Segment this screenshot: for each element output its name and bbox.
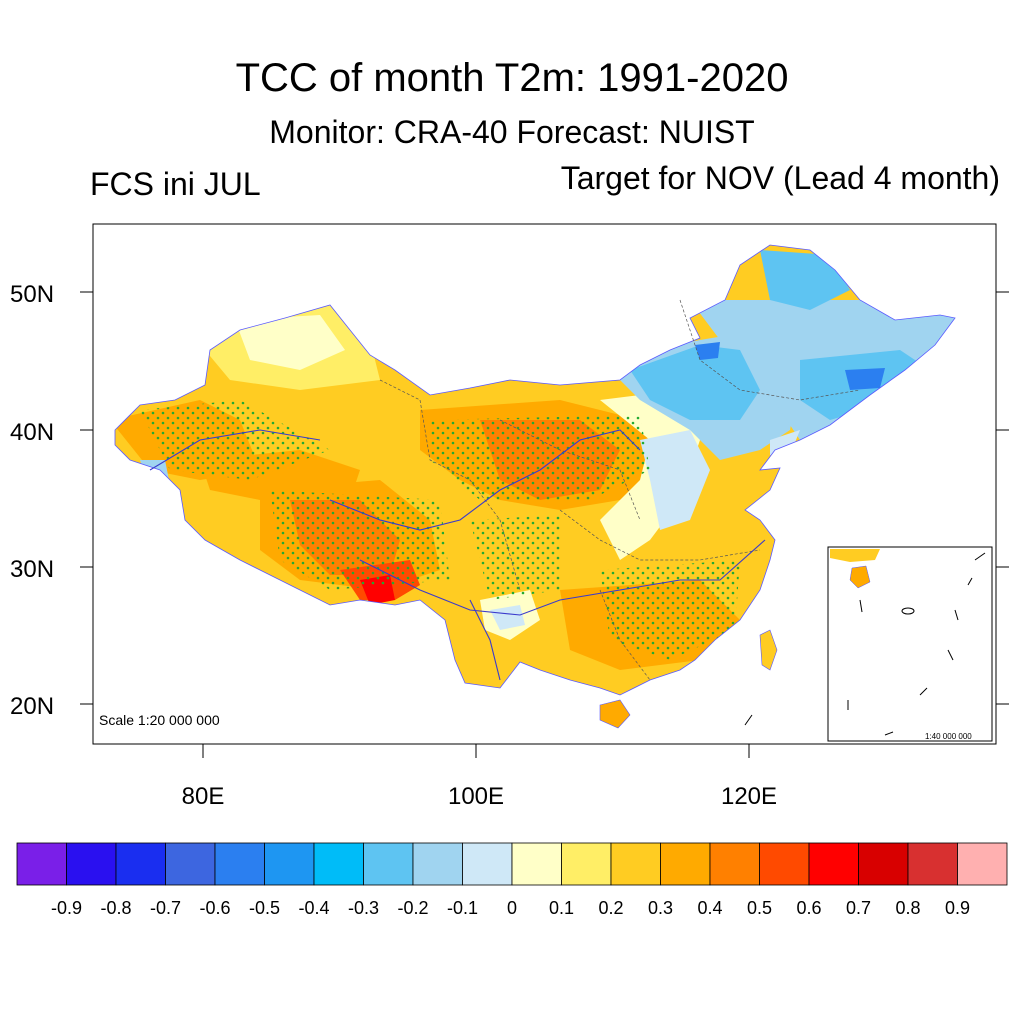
map-title: TCC of month T2m: 1991-2020: [235, 56, 789, 100]
colorbar-tick-label: 0.1: [549, 898, 574, 918]
colorbar-tick-label: -0.2: [397, 898, 428, 918]
colorbar-labels: -0.9 -0.8 -0.7 -0.6 -0.5 -0.4 -0.3 -0.2 -0.1 0 0.1…: [51, 898, 970, 918]
inset-nine-dash-line: [847, 552, 986, 736]
inset-scale-label: 1:40 000 000: [925, 732, 972, 741]
colorbar-tick-label: 0.6: [796, 898, 821, 918]
lat-label-20n: 20N: [10, 693, 54, 720]
rivers: [149, 429, 766, 681]
colorbar-tick-label: 0.9: [945, 898, 970, 918]
colorbar-swatch: [759, 842, 810, 886]
left-subtitle: FCS ini JUL: [90, 166, 261, 202]
colorbar-tick-label: 0.8: [895, 898, 920, 918]
lon-label-100e: 100E: [448, 783, 504, 810]
inset-hainan: [849, 565, 871, 589]
lat-label-30n: 30N: [10, 556, 54, 583]
colorbar-swatch: [16, 842, 67, 886]
colorbar-swatch: [412, 842, 463, 886]
colorbar-tick-label: -0.4: [298, 898, 329, 918]
lon-label-80e: 80E: [182, 783, 225, 810]
colorbar-swatch: [264, 842, 315, 886]
main-map-dash: [744, 714, 753, 726]
colorbar-swatch: [610, 842, 661, 886]
colorbar-tick-label: -0.7: [150, 898, 181, 918]
colorbar-tick-label: 0.2: [598, 898, 623, 918]
inset-coast: [830, 549, 880, 562]
colorbar-tick-label: -0.5: [249, 898, 280, 918]
colorbar-swatch: [214, 842, 265, 886]
lon-label-120e: 120E: [721, 783, 777, 810]
colorbar-swatch: [808, 842, 859, 886]
colorbar-swatch: [660, 842, 711, 886]
colorbar-swatch: [957, 842, 1008, 886]
lat-label-40n: 40N: [10, 419, 54, 446]
main-scale-label: Scale 1:20 000 000: [99, 712, 220, 728]
colorbar-swatch: [709, 842, 760, 886]
colorbar-tick-label: 0: [507, 898, 517, 918]
colorbar-swatch: [165, 842, 216, 886]
right-subtitle: Target for NOV (Lead 4 month): [560, 160, 1000, 196]
taiwan: [759, 629, 778, 671]
colorbar-tick-label: 0.3: [648, 898, 673, 918]
hainan: [599, 699, 631, 729]
colorbar-swatch: [66, 842, 117, 886]
colorbar-tick-label: -0.9: [51, 898, 82, 918]
colorbar-swatch: [313, 842, 364, 886]
colorbar-swatch: [363, 842, 414, 886]
lat-label-50n: 50N: [10, 281, 54, 308]
colorbar-tick-label: -0.1: [447, 898, 478, 918]
colorbar: [16, 842, 1008, 886]
colorbar-swatch: [511, 842, 562, 886]
map-subtitle: Monitor: CRA-40 Forecast: NUIST: [269, 114, 755, 150]
colorbar-swatch: [858, 842, 909, 886]
colorbar-swatch: [561, 842, 612, 886]
colorbar-swatch: [462, 842, 513, 886]
colorbar-swatch: [907, 842, 958, 886]
colorbar-tick-label: -0.8: [100, 898, 131, 918]
axis-ticks: [80, 291, 1009, 758]
colorbar-tick-label: 0.5: [747, 898, 772, 918]
province-boundaries: [379, 299, 861, 681]
colorbar-tick-label: -0.6: [199, 898, 230, 918]
colorbar-tick-label: 0.4: [697, 898, 722, 918]
colorbar-tick-label: 0.7: [846, 898, 871, 918]
colorbar-tick-label: -0.3: [348, 898, 379, 918]
colorbar-swatch: [115, 842, 166, 886]
